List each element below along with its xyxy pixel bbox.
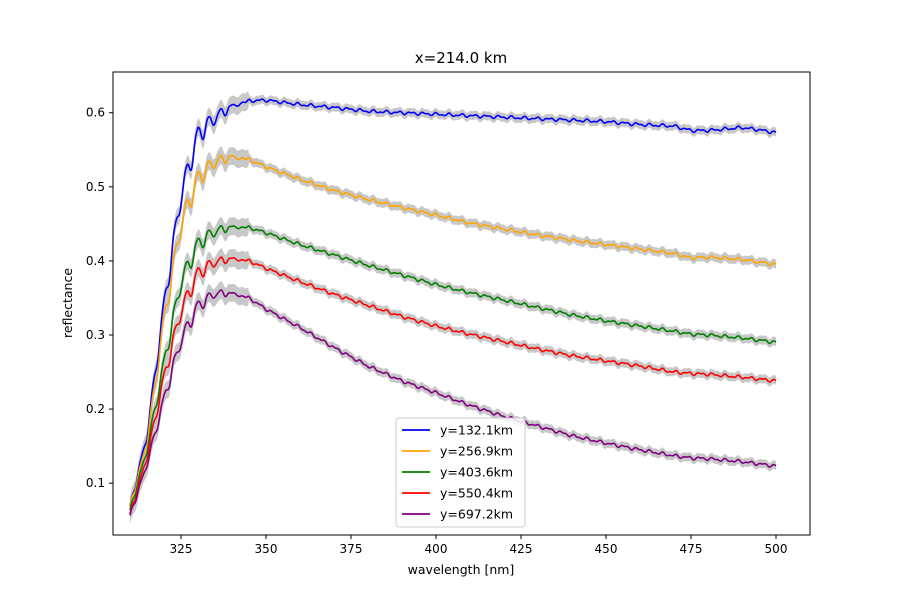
legend-label: y=132.1km <box>440 423 513 438</box>
series-line <box>129 256 777 514</box>
legend-label: y=403.6km <box>440 465 513 480</box>
series-lines <box>129 98 777 516</box>
x-tick-label: 500 <box>765 542 788 556</box>
legend-label: y=550.4km <box>440 486 513 501</box>
x-axis: 325 350 375 400 425 450 475 500 <box>170 535 788 556</box>
uncertainty-band <box>130 281 776 525</box>
x-tick-label: 475 <box>680 542 703 556</box>
plot-frame <box>112 71 811 536</box>
y-axis-label: reflectance <box>60 268 75 338</box>
chart-title: x=214.0 km <box>415 49 507 67</box>
legend-label: y=256.9km <box>440 444 513 459</box>
y-tick-label: 0.2 <box>86 402 105 416</box>
y-tick-label: 0.5 <box>86 180 105 194</box>
y-axis: 0.1 0.2 0.3 0.4 0.5 0.6 <box>86 106 113 490</box>
x-tick-label: 350 <box>255 542 278 556</box>
x-tick-label: 375 <box>340 542 363 556</box>
y-tick-label: 0.1 <box>86 476 105 490</box>
legend: y=132.1km y=256.9km y=403.6km y=550.4km y=69… <box>395 417 526 528</box>
legend-box <box>395 417 526 528</box>
x-tick-label: 325 <box>170 542 193 556</box>
y-tick-label: 0.4 <box>86 254 105 268</box>
legend-label: y=697.2km <box>440 507 513 522</box>
series-line <box>129 98 777 507</box>
y-tick-label: 0.3 <box>86 328 105 342</box>
x-tick-label: 450 <box>595 542 618 556</box>
x-tick-label: 400 <box>425 542 448 556</box>
x-tick-label: 425 <box>510 542 533 556</box>
y-tick-label: 0.6 <box>86 106 105 120</box>
x-axis-label: wavelength [nm] <box>408 562 515 577</box>
series-line <box>129 154 777 507</box>
series-line <box>129 224 777 511</box>
series-line <box>129 289 777 516</box>
